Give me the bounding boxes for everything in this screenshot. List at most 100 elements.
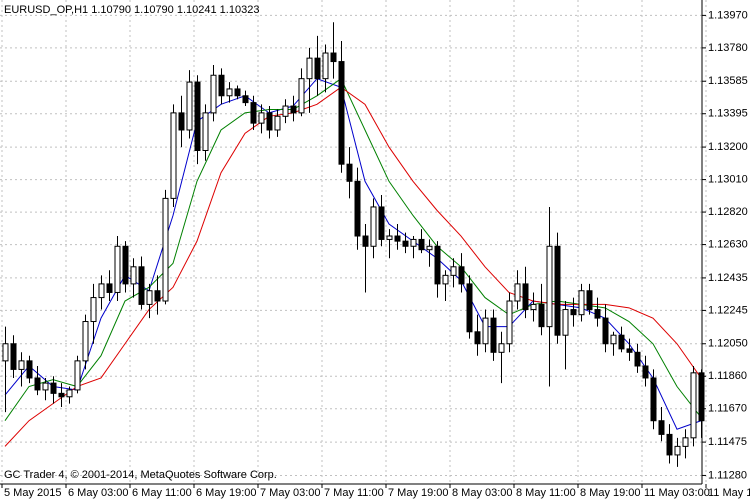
- candle-body: [290, 105, 297, 114]
- candle-body: [10, 343, 17, 370]
- candle-body: [130, 266, 137, 285]
- candle-body: [306, 57, 313, 80]
- candle-body: [242, 95, 249, 104]
- candle-body: [618, 334, 625, 350]
- y-tick-label: 1.13970: [708, 9, 748, 21]
- candle-body: [362, 235, 369, 247]
- candle-body: [218, 74, 225, 97]
- candle-body: [418, 238, 425, 251]
- candle-body: [282, 105, 289, 117]
- y-tick-label: 1.12820: [708, 206, 748, 218]
- ma-line: [4, 86, 702, 447]
- candle-body: [274, 115, 281, 131]
- candle-body: [42, 382, 49, 391]
- candle-body: [322, 52, 329, 80]
- candle-body: [146, 290, 153, 305]
- footer: GC Trader 4, © 2001-2014, MetaQuotes Sof…: [4, 469, 277, 481]
- candle-body: [514, 283, 521, 302]
- candle-body: [490, 317, 497, 353]
- y-tick-label: 1.12630: [708, 238, 748, 250]
- x-tick-label: 6 May 19:00: [196, 487, 257, 499]
- candle-body: [642, 365, 649, 379]
- candle-body: [562, 309, 569, 336]
- candle-body: [90, 297, 97, 323]
- candle-body: [450, 266, 457, 276]
- candle-body: [482, 317, 489, 345]
- candle-body: [34, 377, 41, 391]
- candle-body: [154, 290, 161, 302]
- candle-body: [26, 360, 33, 379]
- x-tick-label: 6 May 11:00: [132, 487, 192, 499]
- candle-body: [626, 348, 633, 353]
- candle-body: [442, 274, 449, 285]
- x-tick-label: 7 May 03:00: [260, 487, 321, 499]
- x-tick-label: 7 May 11:00: [324, 487, 384, 499]
- x-tick-label: 5 May 2015: [4, 487, 61, 499]
- y-tick-label: 1.13010: [708, 173, 748, 185]
- candle-body: [98, 283, 105, 299]
- grid: [0, 0, 707, 484]
- x-tick-label: 7 May 19:00: [388, 487, 449, 499]
- candle-body: [674, 445, 681, 456]
- candle-body: [122, 245, 129, 285]
- candle-body: [690, 372, 697, 439]
- candle-body: [466, 283, 473, 333]
- y-tick-label: 1.12245: [708, 304, 748, 316]
- candle-body: [66, 389, 73, 398]
- candle-body: [50, 382, 57, 394]
- y-tick-label: 1.13585: [708, 75, 748, 87]
- candle-body: [138, 266, 145, 305]
- candle-body: [114, 245, 121, 293]
- candle-body: [474, 331, 481, 345]
- candle-body: [370, 206, 377, 247]
- candle-body: [2, 343, 9, 362]
- candle-body: [378, 206, 385, 240]
- candle-body: [602, 317, 609, 345]
- candle-body: [650, 377, 657, 422]
- y-tick-label: 1.13780: [708, 42, 748, 54]
- candle-body: [266, 112, 273, 131]
- candle-body: [162, 197, 169, 302]
- candle-body: [178, 112, 185, 131]
- candle-body: [202, 112, 209, 152]
- candle-body: [338, 61, 345, 165]
- x-tick-label: 11 May 11:00: [708, 487, 750, 499]
- candle-body: [258, 112, 265, 124]
- moving-averages: [4, 77, 702, 447]
- candle-body: [74, 360, 81, 391]
- y-tick-label: 1.11280: [708, 469, 747, 481]
- candle-body: [634, 351, 641, 367]
- candle-body: [314, 57, 321, 80]
- candle-body: [106, 283, 113, 293]
- candle-body: [82, 321, 89, 362]
- candle-body: [234, 88, 241, 97]
- candle-body: [538, 303, 545, 328]
- x-tick-label: 11 May 03:00: [644, 487, 710, 499]
- candle-body: [570, 309, 577, 316]
- y-tick-label: 1.12050: [708, 338, 748, 350]
- candle-body: [498, 343, 505, 353]
- candle-body: [410, 238, 417, 247]
- candle-body: [170, 112, 177, 199]
- candle-body: [682, 437, 689, 447]
- y-tick-label: 1.11475: [708, 436, 747, 448]
- candle-body: [554, 245, 561, 336]
- candle-body: [194, 81, 201, 152]
- candle-body: [546, 245, 553, 328]
- candle-body: [186, 81, 193, 131]
- y-tick-label: 1.12435: [708, 272, 748, 284]
- candle-body: [666, 433, 673, 456]
- candle-body: [386, 235, 393, 240]
- x-tick-label: 8 May 19:00: [580, 487, 641, 499]
- candle-body: [434, 245, 441, 285]
- axes: 1.13970 1.13780 1.13585 1.13395 1.13200 1.130…: [1, 9, 750, 499]
- candle-body: [578, 290, 585, 316]
- y-tick-label: 1.13200: [708, 141, 748, 153]
- ma-line: [4, 77, 702, 422]
- candle-body: [522, 283, 529, 311]
- candle-body: [346, 163, 353, 182]
- x-tick-label: 8 May 03:00: [452, 487, 513, 499]
- candle-body: [18, 360, 25, 370]
- candle-body: [226, 88, 233, 97]
- candle-body: [610, 334, 617, 345]
